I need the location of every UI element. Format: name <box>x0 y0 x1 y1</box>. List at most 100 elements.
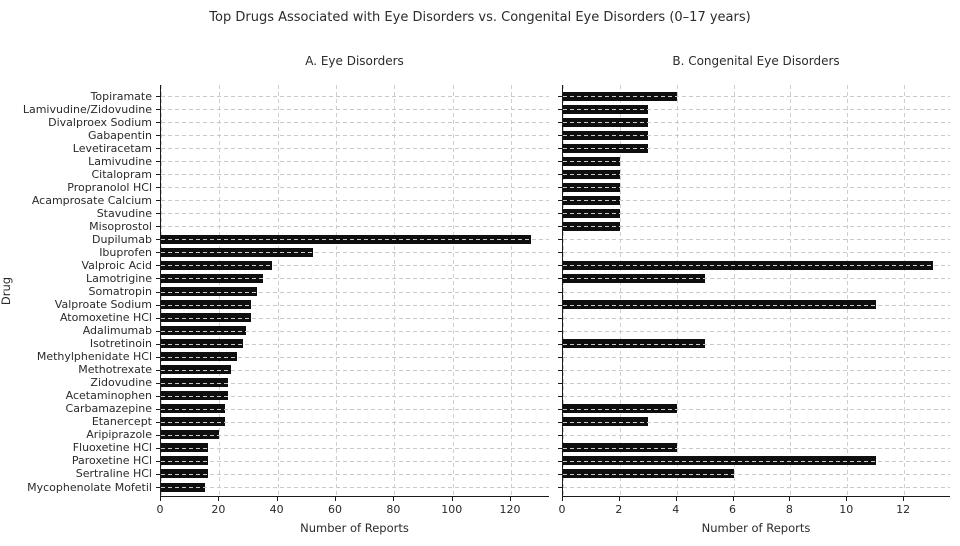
horizontal-gridline <box>161 447 549 449</box>
x-tick-mark <box>732 497 734 501</box>
panel-b-congenital-eye-disorders <box>562 85 950 497</box>
horizontal-gridline <box>161 265 549 267</box>
y-tick-label: Methotrexate <box>78 363 152 377</box>
y-tick-mark <box>156 447 160 449</box>
horizontal-gridline <box>161 421 549 423</box>
y-tick-mark <box>156 200 160 202</box>
y-tick-mark <box>558 187 562 189</box>
y-tick-mark <box>156 122 160 124</box>
horizontal-gridline <box>161 343 549 345</box>
panel-a-x-axis-title: Number of Reports <box>300 521 409 535</box>
y-tick-mark <box>558 421 562 423</box>
y-tick-label: Sertraline HCl <box>75 467 152 481</box>
y-tick-mark <box>156 226 160 228</box>
y-tick-mark <box>558 291 562 293</box>
horizontal-gridline <box>161 187 549 189</box>
horizontal-gridline <box>161 291 549 293</box>
x-tick-label: 60 <box>328 503 343 516</box>
y-tick-mark <box>558 174 562 176</box>
y-tick-mark <box>156 317 160 319</box>
y-tick-mark <box>156 343 160 345</box>
y-tick-label: Atomoxetine HCl <box>59 311 152 325</box>
panel-a-eye-disorders <box>160 85 549 497</box>
y-tick-mark <box>558 460 562 462</box>
y-tick-label: Paroxetine HCl <box>71 454 152 468</box>
y-tick-mark <box>156 434 160 436</box>
y-tick-mark <box>558 213 562 215</box>
y-tick-mark <box>156 278 160 280</box>
y-tick-mark <box>558 395 562 397</box>
x-tick-mark <box>160 497 161 501</box>
y-tick-mark <box>156 291 160 293</box>
horizontal-gridline <box>161 330 549 332</box>
horizontal-gridline <box>563 265 950 267</box>
x-tick-mark <box>218 497 220 501</box>
vertical-gridline <box>563 85 564 496</box>
horizontal-gridline <box>563 200 950 202</box>
vertical-gridline <box>790 85 792 496</box>
horizontal-gridline <box>563 317 950 319</box>
y-tick-mark <box>558 278 562 280</box>
horizontal-gridline <box>161 434 549 436</box>
y-tick-label: Ibuprofen <box>99 245 152 259</box>
x-tick-mark <box>276 497 278 501</box>
y-tick-mark <box>558 317 562 319</box>
vertical-gridline <box>733 85 735 496</box>
y-tick-mark <box>558 96 562 97</box>
horizontal-gridline <box>563 460 950 462</box>
horizontal-gridline <box>563 304 950 306</box>
figure-title: Top Drugs Associated with Eye Disorders … <box>209 10 751 25</box>
horizontal-gridline <box>161 487 549 488</box>
y-tick-mark <box>156 174 160 176</box>
y-tick-label: Misoprostol <box>89 219 152 233</box>
horizontal-gridline <box>161 239 549 241</box>
x-tick-label: 6 <box>729 503 737 516</box>
y-tick-label: Etanercept <box>91 415 152 429</box>
y-tick-label: Topiramate <box>90 89 152 103</box>
x-tick-mark <box>618 497 620 501</box>
horizontal-gridline <box>161 174 549 176</box>
y-tick-label: Gabapentin <box>87 128 152 142</box>
y-tick-mark <box>156 109 160 111</box>
y-tick-mark <box>156 356 160 358</box>
horizontal-gridline <box>161 304 549 306</box>
x-tick-mark <box>393 497 395 501</box>
horizontal-gridline <box>563 252 950 254</box>
horizontal-gridline <box>161 473 549 475</box>
horizontal-gridline <box>563 487 950 488</box>
horizontal-gridline <box>563 226 950 228</box>
vertical-gridline <box>277 85 279 496</box>
horizontal-gridline <box>161 213 549 215</box>
vertical-gridline <box>904 85 906 496</box>
y-tick-label: Carbamazepine <box>65 402 152 416</box>
y-tick-mark <box>558 226 562 228</box>
y-tick-label: Valproate Sodium <box>54 298 152 312</box>
y-tick-mark <box>558 408 562 410</box>
y-tick-label: Acetaminophen <box>65 389 152 403</box>
horizontal-gridline <box>563 148 950 150</box>
horizontal-gridline <box>161 278 549 280</box>
y-tick-label: Somatropin <box>88 285 152 298</box>
horizontal-gridline <box>563 174 950 176</box>
horizontal-gridline <box>161 369 549 371</box>
y-tick-mark <box>156 135 160 137</box>
x-tick-label: 100 <box>441 503 463 516</box>
y-tick-mark <box>156 382 160 384</box>
horizontal-gridline <box>563 473 950 475</box>
y-tick-label: Acamprosate Calcium <box>31 193 152 207</box>
y-tick-mark <box>156 148 160 150</box>
horizontal-gridline <box>161 161 549 163</box>
y-tick-label: Isotretinoin <box>89 337 152 351</box>
horizontal-gridline <box>161 395 549 397</box>
y-tick-mark <box>156 252 160 254</box>
y-tick-label: Lamotrigine <box>86 271 152 285</box>
y-tick-mark <box>156 330 160 332</box>
y-tick-mark <box>156 369 160 371</box>
y-tick-mark <box>558 434 562 436</box>
horizontal-gridline <box>161 252 549 254</box>
x-tick-label: 0 <box>156 503 164 516</box>
y-tick-mark <box>558 161 562 163</box>
horizontal-gridline <box>563 447 950 449</box>
horizontal-gridline <box>563 291 950 293</box>
